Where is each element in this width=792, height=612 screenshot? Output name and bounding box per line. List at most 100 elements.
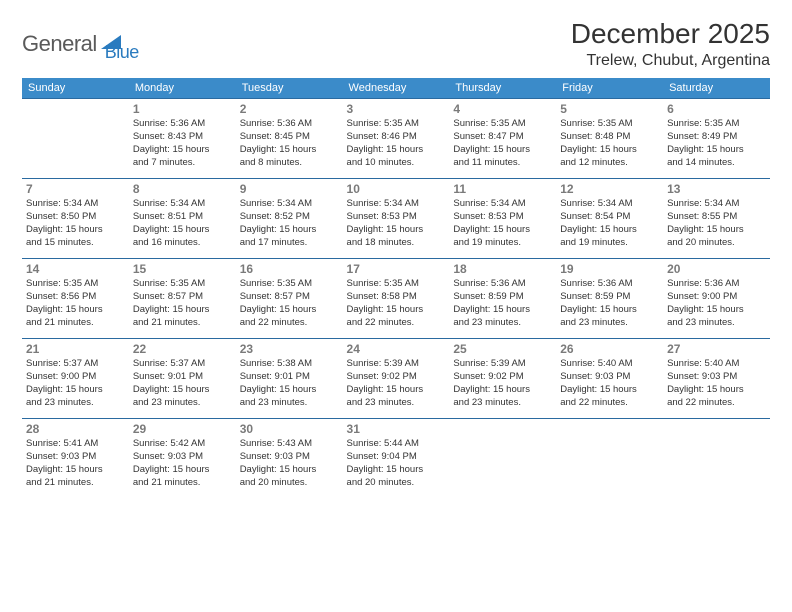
daylightA-text: Daylight: 15 hours	[347, 384, 446, 397]
daylightB-text: and 16 minutes.	[133, 237, 232, 250]
weekday-header: Wednesday	[343, 78, 450, 99]
sunset-text: Sunset: 8:49 PM	[667, 131, 766, 144]
day-cell: 20Sunrise: 5:36 AMSunset: 9:00 PMDayligh…	[663, 259, 770, 339]
logo-text-blue: Blue	[105, 42, 139, 63]
day-number: 2	[240, 101, 339, 117]
daylightA-text: Daylight: 15 hours	[133, 304, 232, 317]
sunset-text: Sunset: 8:54 PM	[560, 211, 659, 224]
month-title: December 2025	[571, 18, 770, 50]
sunrise-text: Sunrise: 5:42 AM	[133, 438, 232, 451]
weekday-header: Saturday	[663, 78, 770, 99]
sunrise-text: Sunrise: 5:34 AM	[347, 198, 446, 211]
sunset-text: Sunset: 8:46 PM	[347, 131, 446, 144]
daylightB-text: and 23 minutes.	[453, 397, 552, 410]
daylightA-text: Daylight: 15 hours	[453, 384, 552, 397]
daylightB-text: and 10 minutes.	[347, 157, 446, 170]
day-cell: 3Sunrise: 5:35 AMSunset: 8:46 PMDaylight…	[343, 99, 450, 179]
sunrise-text: Sunrise: 5:38 AM	[240, 358, 339, 371]
day-number: 4	[453, 101, 552, 117]
day-number: 16	[240, 261, 339, 277]
daylightB-text: and 22 minutes.	[347, 317, 446, 330]
weekday-header: Tuesday	[236, 78, 343, 99]
day-number: 25	[453, 341, 552, 357]
daylightB-text: and 8 minutes.	[240, 157, 339, 170]
daylightA-text: Daylight: 15 hours	[560, 304, 659, 317]
day-number: 22	[133, 341, 232, 357]
day-cell: 22Sunrise: 5:37 AMSunset: 9:01 PMDayligh…	[129, 339, 236, 419]
day-cell: 7Sunrise: 5:34 AMSunset: 8:50 PMDaylight…	[22, 179, 129, 259]
daylightB-text: and 22 minutes.	[240, 317, 339, 330]
day-number: 3	[347, 101, 446, 117]
sunset-text: Sunset: 8:56 PM	[26, 291, 125, 304]
day-cell: 10Sunrise: 5:34 AMSunset: 8:53 PMDayligh…	[343, 179, 450, 259]
sunrise-text: Sunrise: 5:35 AM	[560, 118, 659, 131]
logo: General Blue	[22, 24, 139, 63]
day-cell: 28Sunrise: 5:41 AMSunset: 9:03 PMDayligh…	[22, 419, 129, 497]
daylightA-text: Daylight: 15 hours	[26, 224, 125, 237]
day-number: 15	[133, 261, 232, 277]
daylightB-text: and 23 minutes.	[26, 397, 125, 410]
title-block: December 2025 Trelew, Chubut, Argentina	[571, 18, 770, 70]
sunset-text: Sunset: 9:00 PM	[667, 291, 766, 304]
daylightA-text: Daylight: 15 hours	[453, 144, 552, 157]
day-cell: 19Sunrise: 5:36 AMSunset: 8:59 PMDayligh…	[556, 259, 663, 339]
day-number: 18	[453, 261, 552, 277]
day-cell: 1Sunrise: 5:36 AMSunset: 8:43 PMDaylight…	[129, 99, 236, 179]
sunset-text: Sunset: 8:57 PM	[240, 291, 339, 304]
day-number: 6	[667, 101, 766, 117]
day-number: 29	[133, 421, 232, 437]
day-number: 14	[26, 261, 125, 277]
daylightB-text: and 18 minutes.	[347, 237, 446, 250]
daylightB-text: and 20 minutes.	[240, 477, 339, 490]
day-cell: 13Sunrise: 5:34 AMSunset: 8:55 PMDayligh…	[663, 179, 770, 259]
daylightB-text: and 23 minutes.	[133, 397, 232, 410]
daylightB-text: and 23 minutes.	[560, 317, 659, 330]
sunrise-text: Sunrise: 5:39 AM	[347, 358, 446, 371]
sunrise-text: Sunrise: 5:35 AM	[240, 278, 339, 291]
sunset-text: Sunset: 8:58 PM	[347, 291, 446, 304]
sunrise-text: Sunrise: 5:39 AM	[453, 358, 552, 371]
day-cell: 11Sunrise: 5:34 AMSunset: 8:53 PMDayligh…	[449, 179, 556, 259]
day-number: 28	[26, 421, 125, 437]
daylightA-text: Daylight: 15 hours	[667, 304, 766, 317]
week-row: 21Sunrise: 5:37 AMSunset: 9:00 PMDayligh…	[22, 339, 770, 419]
logo-text-general: General	[22, 31, 97, 57]
sunset-text: Sunset: 8:43 PM	[133, 131, 232, 144]
sunrise-text: Sunrise: 5:41 AM	[26, 438, 125, 451]
sunset-text: Sunset: 8:53 PM	[453, 211, 552, 224]
weekday-header: Monday	[129, 78, 236, 99]
daylightA-text: Daylight: 15 hours	[347, 464, 446, 477]
daylightB-text: and 14 minutes.	[667, 157, 766, 170]
day-number: 31	[347, 421, 446, 437]
daylightB-text: and 21 minutes.	[26, 317, 125, 330]
sunrise-text: Sunrise: 5:36 AM	[667, 278, 766, 291]
sunrise-text: Sunrise: 5:34 AM	[667, 198, 766, 211]
sunrise-text: Sunrise: 5:35 AM	[667, 118, 766, 131]
sunset-text: Sunset: 9:03 PM	[26, 451, 125, 464]
sunrise-text: Sunrise: 5:35 AM	[453, 118, 552, 131]
sunset-text: Sunset: 8:53 PM	[347, 211, 446, 224]
day-cell: 27Sunrise: 5:40 AMSunset: 9:03 PMDayligh…	[663, 339, 770, 419]
day-number: 9	[240, 181, 339, 197]
day-number: 21	[26, 341, 125, 357]
daylightA-text: Daylight: 15 hours	[560, 384, 659, 397]
daylightB-text: and 23 minutes.	[347, 397, 446, 410]
daylightA-text: Daylight: 15 hours	[133, 224, 232, 237]
sunrise-text: Sunrise: 5:37 AM	[26, 358, 125, 371]
sunset-text: Sunset: 9:03 PM	[560, 371, 659, 384]
daylightA-text: Daylight: 15 hours	[560, 224, 659, 237]
sunset-text: Sunset: 8:57 PM	[133, 291, 232, 304]
day-cell: 18Sunrise: 5:36 AMSunset: 8:59 PMDayligh…	[449, 259, 556, 339]
daylightA-text: Daylight: 15 hours	[453, 304, 552, 317]
calendar-table: Sunday Monday Tuesday Wednesday Thursday…	[22, 78, 770, 497]
daylightB-text: and 20 minutes.	[667, 237, 766, 250]
sunset-text: Sunset: 9:02 PM	[453, 371, 552, 384]
sunrise-text: Sunrise: 5:37 AM	[133, 358, 232, 371]
daylightB-text: and 12 minutes.	[560, 157, 659, 170]
sunrise-text: Sunrise: 5:36 AM	[453, 278, 552, 291]
daylightB-text: and 23 minutes.	[453, 317, 552, 330]
day-number: 10	[347, 181, 446, 197]
daylightB-text: and 7 minutes.	[133, 157, 232, 170]
sunset-text: Sunset: 8:52 PM	[240, 211, 339, 224]
sunset-text: Sunset: 8:48 PM	[560, 131, 659, 144]
